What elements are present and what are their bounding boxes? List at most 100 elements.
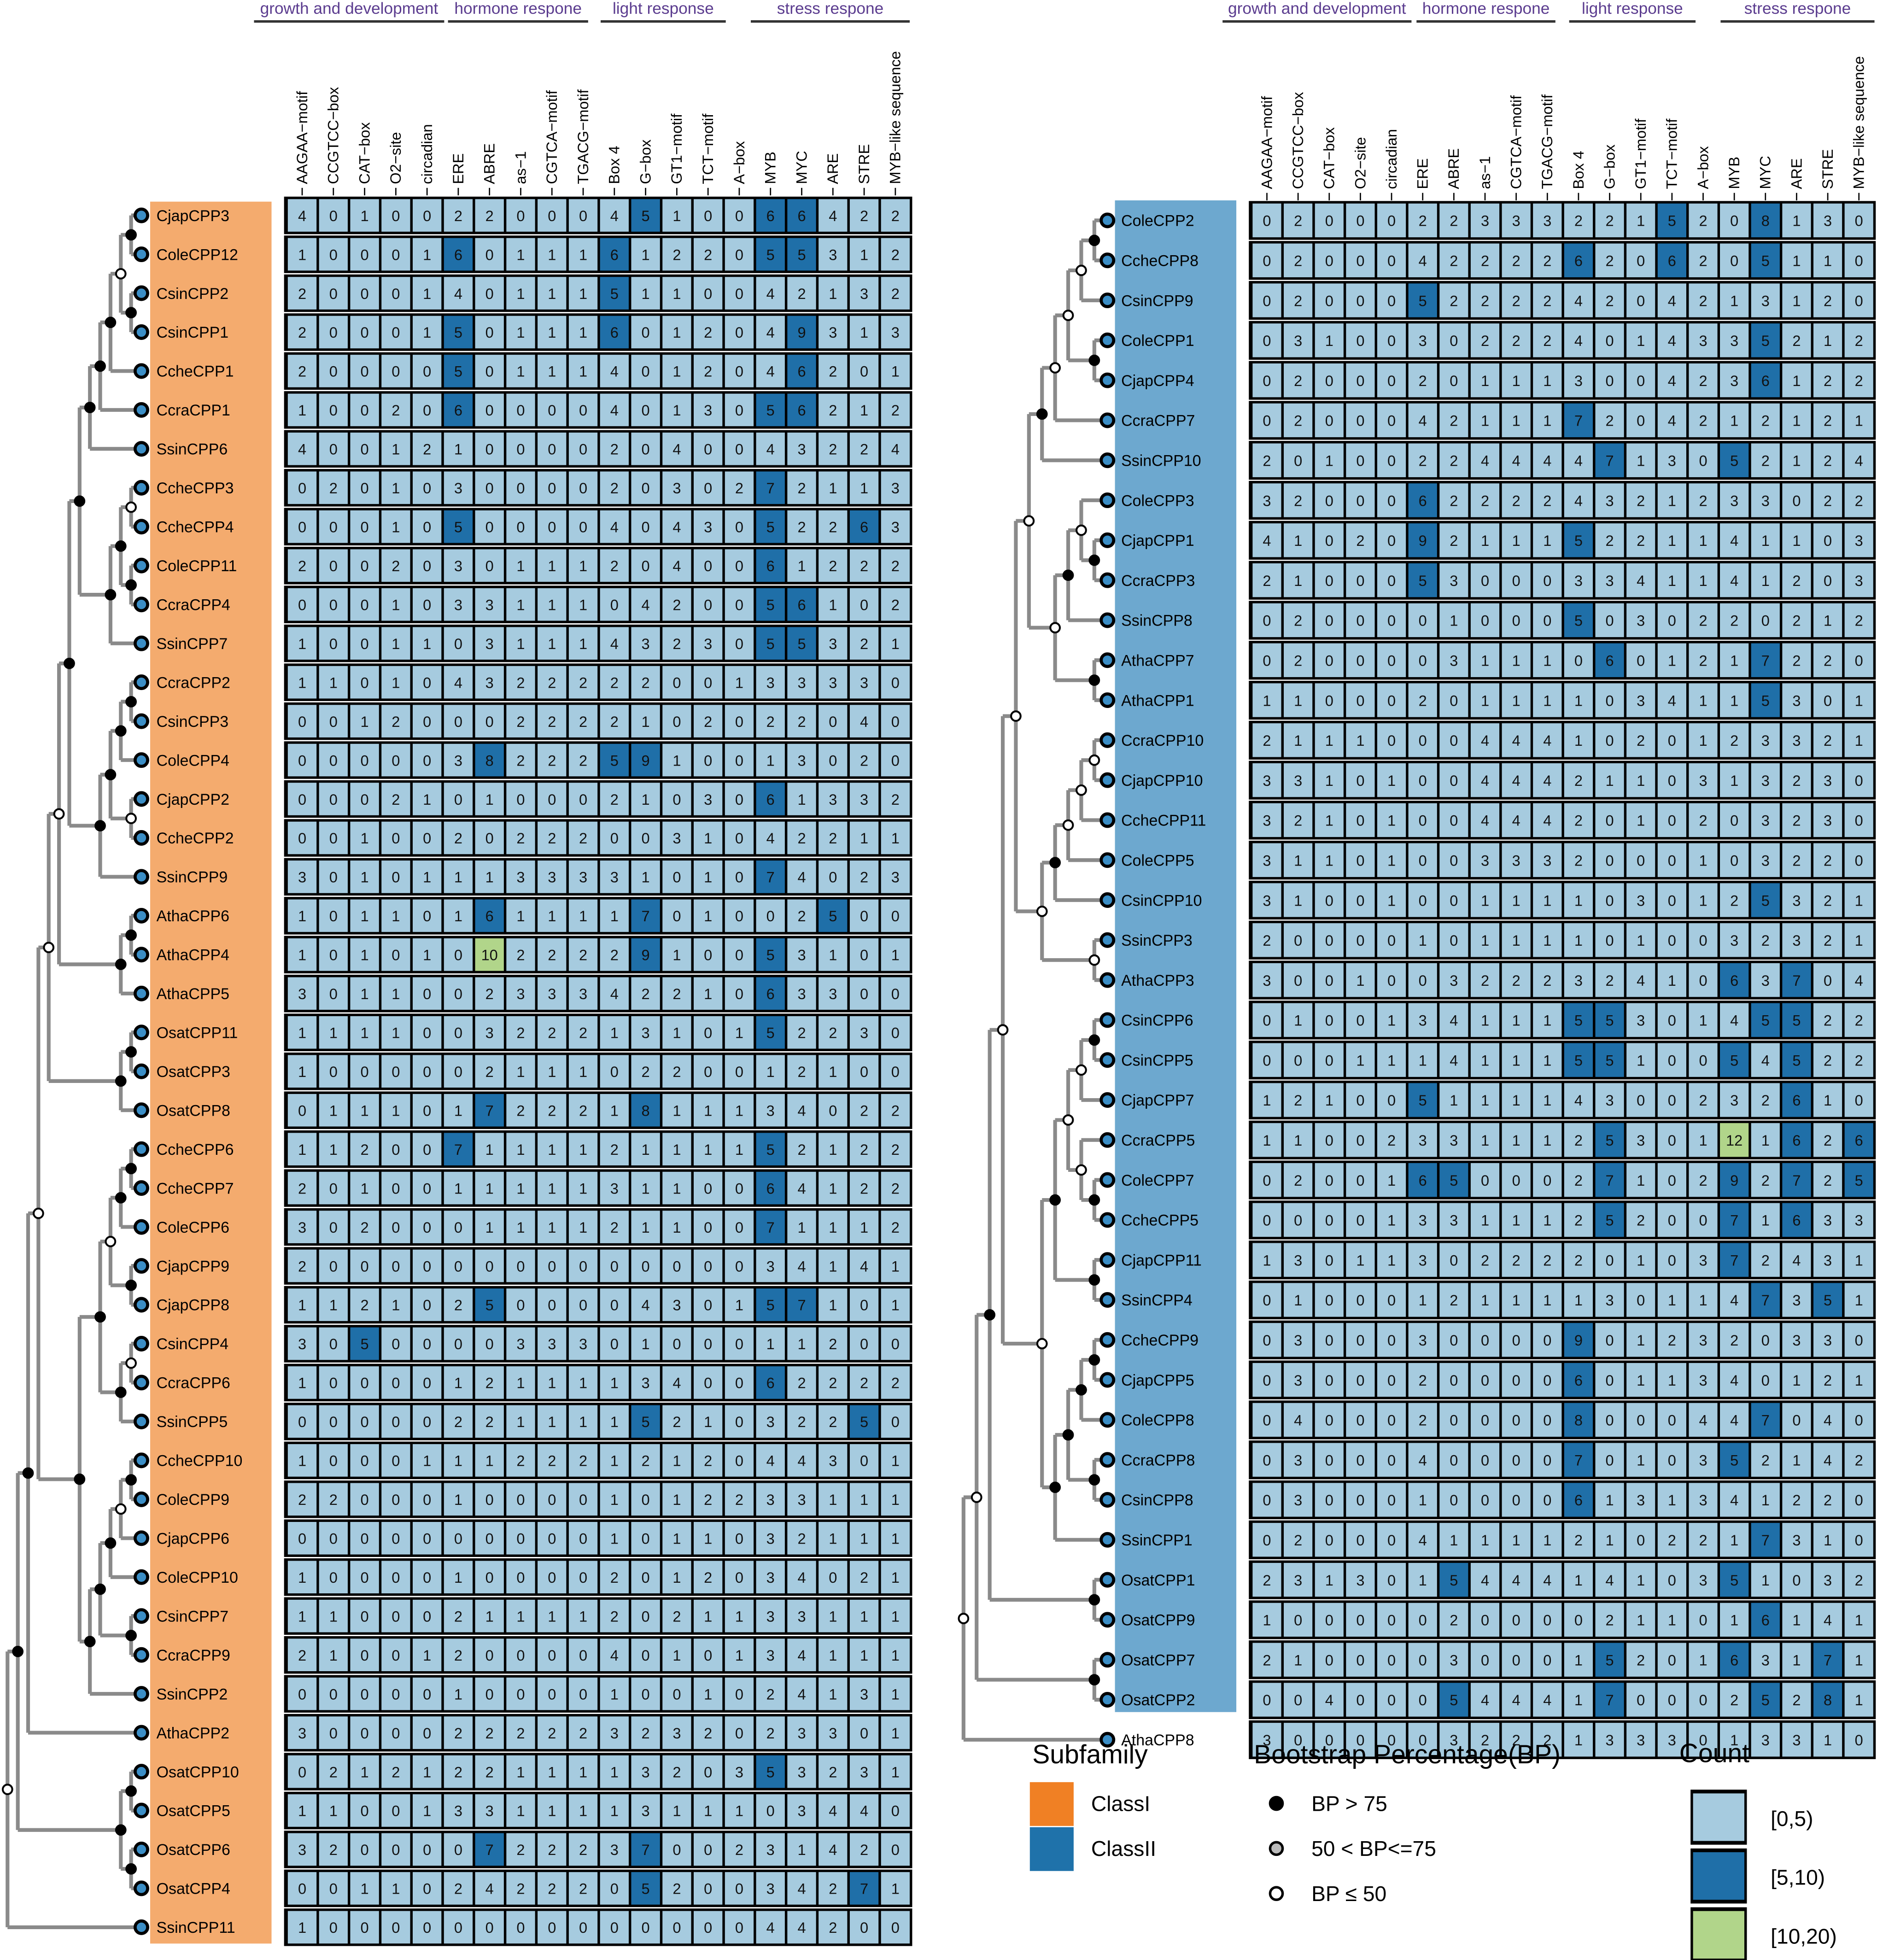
cell-value: 1 xyxy=(891,1685,900,1703)
cell-value: 1 xyxy=(1263,1132,1271,1149)
cell-value: 3 xyxy=(454,752,462,769)
cell-value: 2 xyxy=(1294,1532,1302,1549)
cell-value: 1 xyxy=(1855,1691,1863,1708)
cell-value: 0 xyxy=(392,324,400,341)
gene-label: OsatCPP6 xyxy=(157,1841,230,1859)
category-label: hormone respone xyxy=(1422,0,1550,18)
cell-value: 0 xyxy=(1325,1172,1333,1189)
cell-value: 5 xyxy=(766,635,775,652)
cell-value: 2 xyxy=(1761,1451,1770,1469)
cell-value: 0 xyxy=(704,1024,712,1041)
heatmap-cell xyxy=(350,899,379,932)
cell-value: 0 xyxy=(423,1530,431,1547)
cell-value: 0 xyxy=(298,752,306,769)
cell-value: 0 xyxy=(298,791,306,808)
leaf-marker xyxy=(1099,293,1116,309)
heatmap-cell xyxy=(412,355,442,387)
heatmap-cell xyxy=(881,627,910,660)
cell-value: 1 xyxy=(1387,1212,1396,1229)
heatmap-cell xyxy=(631,938,660,971)
cell-value: 0 xyxy=(704,1880,712,1897)
cell-value: 2 xyxy=(516,947,525,964)
heatmap-cell xyxy=(693,393,723,427)
cell-value: 4 xyxy=(1730,1492,1738,1509)
cell-value: 0 xyxy=(361,1413,369,1430)
bootstrap-node-marker xyxy=(115,268,127,280)
cell-value: 0 xyxy=(735,519,743,536)
cell-value: 5 xyxy=(1761,332,1770,349)
heatmap-cell xyxy=(350,316,379,349)
cell-value: 0 xyxy=(548,1491,556,1508)
cell-value: 3 xyxy=(891,480,900,497)
cell-value: 0 xyxy=(704,441,712,458)
cell-value: 0 xyxy=(829,713,837,730)
heatmap-cell xyxy=(787,238,816,271)
cell-value: 4 xyxy=(1481,1691,1489,1708)
cell-value: 3 xyxy=(829,324,837,341)
cell-value: 2 xyxy=(704,713,712,730)
cell-value: 7 xyxy=(1730,1252,1738,1269)
cell-value: 0 xyxy=(735,1880,743,1897)
heatmap-cell xyxy=(350,783,379,815)
cell-value: 4 xyxy=(860,713,868,730)
cell-value: 4 xyxy=(860,1258,868,1275)
cell-value: 3 xyxy=(704,402,712,419)
heatmap-cell xyxy=(600,277,629,310)
gene-label: CcheCPP4 xyxy=(157,519,234,536)
cell-value: 0 xyxy=(548,1297,556,1314)
bootstrap-node-marker xyxy=(115,1824,127,1836)
cell-value: 0 xyxy=(829,1102,837,1119)
leaf-marker xyxy=(134,1686,149,1702)
cell-value: 0 xyxy=(423,674,431,691)
leaf-marker xyxy=(1099,892,1116,908)
cell-value: 1 xyxy=(579,1802,587,1820)
cell-value: 3 xyxy=(860,1024,868,1041)
bootstrap-node-marker xyxy=(33,1207,44,1219)
cell-value: 2 xyxy=(1574,1252,1583,1269)
cell-value: 1 xyxy=(735,1297,743,1314)
cell-value: 1 xyxy=(1699,692,1707,709)
cell-value: 0 xyxy=(1606,372,1614,389)
bootstrap-node-marker xyxy=(125,1863,137,1875)
cell-value: 1 xyxy=(1481,692,1489,709)
cell-value: 0 xyxy=(454,791,462,808)
cell-value: 5 xyxy=(1450,1572,1458,1589)
cell-value: 1 xyxy=(704,1530,712,1547)
column-label: as−1 xyxy=(512,151,529,184)
heatmap-cell xyxy=(725,510,754,543)
cell-value: 4 xyxy=(610,635,619,652)
heatmap-cell xyxy=(693,860,723,893)
cell-value: 1 xyxy=(672,1491,681,1508)
cell-value: 0 xyxy=(1855,1532,1863,1549)
cell-value: 1 xyxy=(1637,772,1645,789)
gene-label: CcheCPP2 xyxy=(157,830,234,847)
heatmap-cell xyxy=(475,899,504,932)
gene-label: CjapCPP8 xyxy=(157,1297,229,1314)
cell-value: 0 xyxy=(298,1763,306,1780)
cell-value: 5 xyxy=(766,1024,775,1041)
heatmap-cell xyxy=(819,1016,848,1049)
cell-value: 4 xyxy=(672,441,681,458)
cell-value: 2 xyxy=(1668,1532,1676,1549)
cell-value: 2 xyxy=(860,1102,868,1119)
gene-label: CjapCPP6 xyxy=(157,1530,229,1548)
cell-value: 0 xyxy=(579,207,587,224)
cell-value: 5 xyxy=(1761,1012,1770,1029)
cell-value: 3 xyxy=(1824,212,1832,229)
heatmap-cell xyxy=(381,938,410,971)
legend-bp-marker xyxy=(1269,1886,1284,1901)
heatmap-cell xyxy=(444,549,473,582)
cell-value: 1 xyxy=(1668,492,1676,509)
leaf-marker xyxy=(1099,1652,1116,1668)
cell-value: 1 xyxy=(1792,452,1801,469)
leaf-marker xyxy=(134,1491,149,1507)
cell-value: 0 xyxy=(1606,692,1614,709)
cell-value: 2 xyxy=(797,1530,806,1547)
cell-value: 2 xyxy=(672,246,681,263)
cell-value: 2 xyxy=(1450,492,1458,509)
cell-value: 2 xyxy=(579,947,587,964)
cell-value: 2 xyxy=(516,713,525,730)
bootstrap-node-marker xyxy=(105,1235,117,1247)
cell-value: 0 xyxy=(423,1569,431,1586)
cell-value: 0 xyxy=(1450,812,1458,829)
